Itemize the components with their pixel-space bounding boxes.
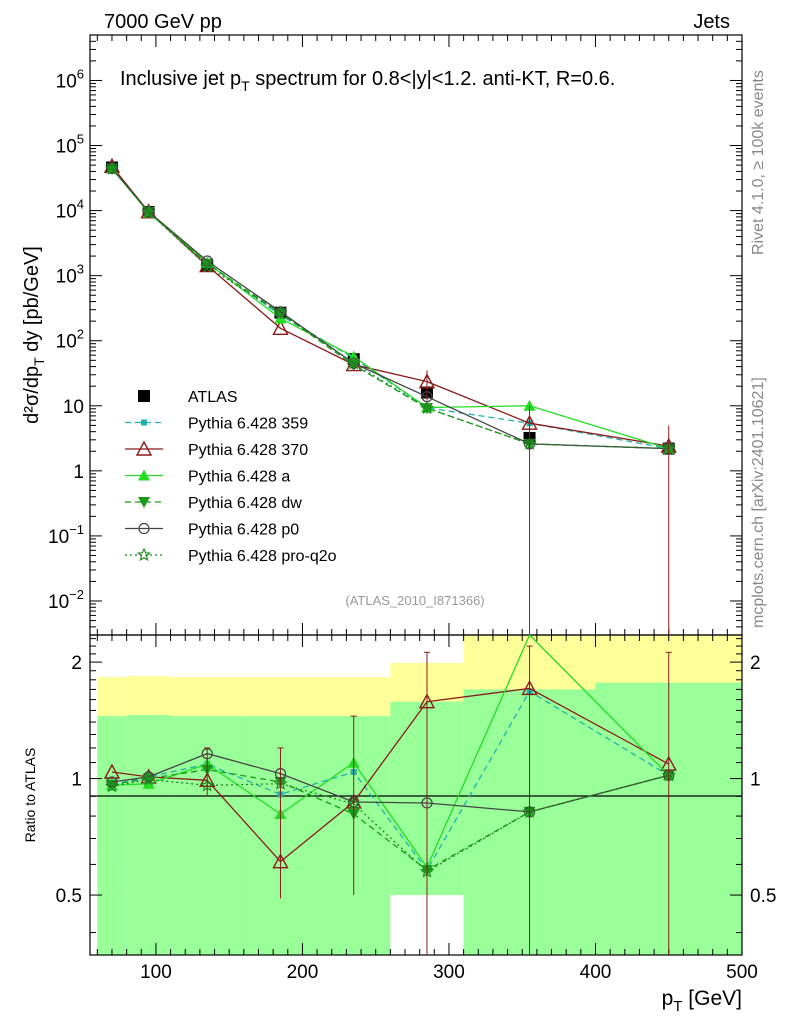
legend-marker xyxy=(141,419,147,426)
ratio-y-tick-label-right: 1 xyxy=(750,770,761,791)
main-series-3 xyxy=(105,162,675,454)
legend-entry: Pythia 6.428 p0 xyxy=(125,522,299,539)
y-tick-label: 105 xyxy=(56,132,84,158)
y-tick-label: 10−2 xyxy=(48,587,84,613)
ratio-axes: 0.5 0.5 1 1 2 2 100 200 300 400 500 xyxy=(56,635,776,983)
legend-label: Pythia 6.428 370 xyxy=(188,442,308,459)
y-tick-label: 103 xyxy=(56,262,84,288)
data-point xyxy=(200,258,215,273)
series-line xyxy=(111,167,669,450)
ratio-y-tick-label: 2 xyxy=(71,653,82,674)
x-tick-label: 300 xyxy=(433,962,465,983)
ratio-series-group xyxy=(103,633,677,955)
legend-marker xyxy=(138,522,150,535)
ratio-uncertainty-bands xyxy=(97,635,742,955)
legend-entry: Pythia 6.428 a xyxy=(125,469,290,486)
beam-label: 7000 GeV pp xyxy=(104,11,222,33)
legend-label: Pythia 6.428 a xyxy=(188,469,290,486)
data-point xyxy=(104,161,120,175)
x-axis-label: pT [GeV] xyxy=(662,987,742,1015)
analysis-watermark: (ATLAS_2010_I871366) xyxy=(345,593,484,608)
legend-marker xyxy=(138,390,150,402)
ratio-y-tick-label: 0.5 xyxy=(56,886,82,907)
series-line xyxy=(111,168,669,450)
legend-marker xyxy=(135,440,153,456)
legend-entry: Pythia 6.428 pro-q2o xyxy=(125,547,337,565)
data-point xyxy=(201,258,214,270)
legend-label: ATLAS xyxy=(188,389,238,406)
main-series-4 xyxy=(105,163,675,455)
ratio-point xyxy=(103,763,121,779)
main-series-5 xyxy=(106,162,675,455)
x-tick-label: 400 xyxy=(580,962,612,983)
legend-marker xyxy=(138,469,150,481)
rivet-version-label: Rivet 4.1.0, ≥ 100k events xyxy=(750,70,767,255)
main-axes: 10−2 10−1 1 10 102 103 104 105 106 xyxy=(48,34,743,636)
series-line xyxy=(111,168,669,450)
ratio-y-tick-label: 1 xyxy=(71,770,82,791)
y-tick-label: 10−1 xyxy=(48,522,84,548)
x-tick-label: 100 xyxy=(140,962,172,983)
legend-label: Pythia 6.428 pro-q2o xyxy=(188,548,337,565)
main-series-6 xyxy=(104,161,676,455)
category-label: Jets xyxy=(693,11,730,33)
main-series-1 xyxy=(108,165,672,452)
y-tick-label: 102 xyxy=(56,327,84,353)
y-tick-label: 106 xyxy=(56,66,84,92)
x-tick-label: 500 xyxy=(726,962,758,983)
main-series-0 xyxy=(105,161,675,455)
legend-entry: Pythia 6.428 370 xyxy=(125,440,308,459)
legend-label: Pythia 6.428 359 xyxy=(188,416,308,433)
data-point xyxy=(141,204,156,219)
mcplots-label: mcplots.cern.ch [arXiv:2401.10621] xyxy=(750,377,767,628)
legend-label: Pythia 6.428 dw xyxy=(188,495,302,512)
ratio-point xyxy=(104,778,120,793)
main-plot-frame xyxy=(89,34,743,636)
ratio-y-tick-label-right: 2 xyxy=(750,653,761,674)
series-line xyxy=(111,168,669,450)
ratio-line xyxy=(111,690,670,872)
main-series-2 xyxy=(103,157,677,453)
legend-entry: Pythia 6.428 359 xyxy=(125,416,308,433)
legend-marker xyxy=(138,497,150,508)
data-point xyxy=(273,306,288,320)
chart-title: Inclusive jet pT spectrum for 0.8<|y|<1.… xyxy=(120,68,615,94)
ratio-plot-frame xyxy=(89,634,743,956)
main-y-axis-label: d²σ/dpT dy [pb/GeV] xyxy=(21,246,47,424)
y-tick-label: 1 xyxy=(73,462,84,483)
main-series-group xyxy=(103,157,677,635)
legend-label: Pythia 6.428 p0 xyxy=(188,522,299,539)
data-point xyxy=(523,399,536,411)
y-tick-label: 10 xyxy=(63,397,84,418)
x-tick-label: 200 xyxy=(287,962,319,983)
legend: ATLAS Pythia 6.428 359 Pythia 6.428 370 Pyt… xyxy=(125,389,337,565)
data-point xyxy=(419,400,435,415)
band-inner-bin xyxy=(97,716,127,955)
ratio-y-tick-label-right: 0.5 xyxy=(750,886,776,907)
ratio-point xyxy=(141,771,156,786)
legend-entry: ATLAS xyxy=(138,389,238,406)
ratio-point xyxy=(105,779,118,791)
band-inner-bin xyxy=(126,714,171,955)
data-point xyxy=(272,319,289,336)
series-line xyxy=(111,168,669,450)
ratio-line xyxy=(111,768,669,871)
ratio-y-axis-label: Ratio to ATLAS xyxy=(22,748,38,843)
ratio-line xyxy=(111,752,669,813)
y-tick-label: 104 xyxy=(56,197,84,223)
data-point xyxy=(346,355,361,370)
ratio-line xyxy=(111,687,670,863)
ratio-point xyxy=(106,776,118,788)
legend-marker xyxy=(136,547,152,562)
legend-entry: Pythia 6.428 dw xyxy=(125,495,302,512)
